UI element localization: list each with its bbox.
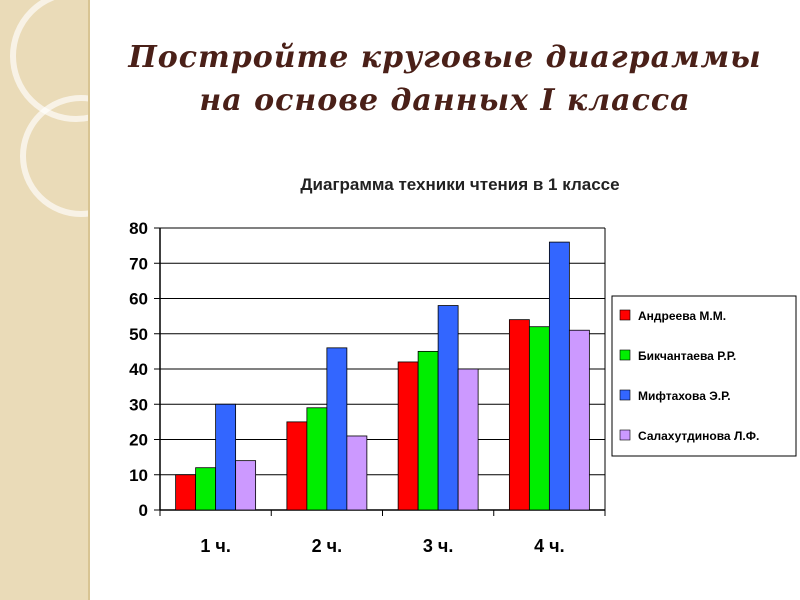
y-tick-label: 70 [129, 254, 148, 273]
x-tick-label: 2 ч. [312, 536, 342, 556]
bar [417, 350, 439, 511]
bar [568, 329, 590, 511]
decorative-side-strip [0, 0, 90, 600]
bar [175, 474, 197, 511]
strip-edge [88, 0, 90, 600]
slide-title-line2: на основе данных I класса [199, 83, 691, 118]
bar [508, 319, 530, 511]
bar [346, 435, 368, 511]
legend-swatch [619, 349, 631, 361]
x-tick-label: 3 ч. [423, 536, 453, 556]
legend-label: Андреева М.М. [638, 309, 726, 323]
x-tick-label: 1 ч. [200, 536, 230, 556]
bar [286, 421, 308, 511]
bar [235, 460, 257, 511]
bar [457, 368, 479, 511]
y-tick-label: 0 [139, 501, 148, 520]
legend: Андреева М.М. Бикчантаева Р.Р. Мифтахова Э… [611, 295, 797, 457]
plot-area: 0 10 20 30 40 50 60 70 80 1 ч. 2 ч. 3 ч. 4 ч. [129, 219, 606, 556]
decorative-ring-bottom [20, 95, 90, 217]
x-tick-label: 4 ч. [534, 536, 564, 556]
chart-title: Диаграмма техники чтения в 1 классе [300, 175, 619, 194]
bar [548, 241, 570, 511]
bar [195, 467, 217, 511]
bar [326, 347, 348, 511]
slide-title-line1: Постройте круговые диаграммы [128, 40, 762, 75]
bar [528, 326, 550, 511]
bar [437, 305, 459, 511]
legend-label: Салахутдинова Л.Ф. [638, 429, 759, 443]
y-tick-label: 30 [129, 395, 148, 414]
bar-chart: Диаграмма техники чтения в 1 классе 0 10 2… [129, 175, 797, 556]
legend-swatch [619, 309, 631, 321]
y-tick-label: 40 [129, 360, 148, 379]
y-tick-label: 10 [129, 466, 148, 485]
legend-swatch [619, 429, 631, 441]
y-tick-label: 50 [129, 325, 148, 344]
legend-label: Бикчантаева Р.Р. [638, 349, 736, 363]
bar [215, 403, 237, 511]
legend-label: Мифтахова Э.Р. [638, 389, 731, 403]
bar [397, 361, 419, 511]
y-tick-label: 80 [129, 219, 148, 238]
legend-swatch [619, 389, 631, 401]
y-tick-label: 20 [129, 431, 148, 450]
y-tick-label: 60 [129, 290, 148, 309]
legend-box [611, 295, 797, 457]
bar [306, 407, 328, 511]
